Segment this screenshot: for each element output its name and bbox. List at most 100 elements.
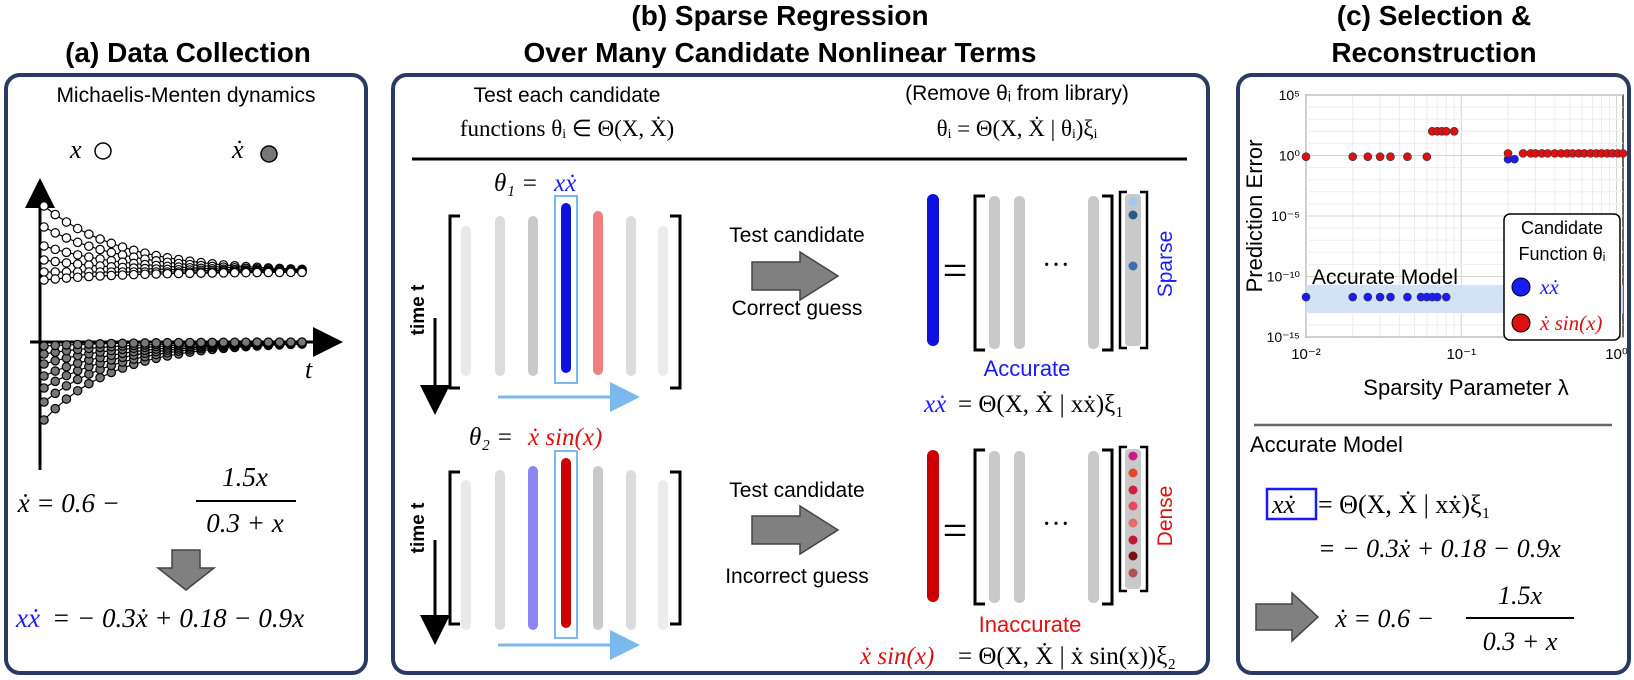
xdot-sample <box>263 337 274 347</box>
row2-xi-coef <box>1128 568 1138 578</box>
row1-arrow-bottom: Correct guess <box>732 297 863 320</box>
row2-eq-lhs: ẋ sin(x) <box>859 643 934 670</box>
final-den: 0.3 + x <box>1483 627 1558 656</box>
trajectories <box>39 201 307 425</box>
x-tick-label: 10⁻¹ <box>1446 346 1476 363</box>
x-sample <box>128 269 139 280</box>
xdot-sample <box>72 385 83 396</box>
row1-matrix-dots: ··· <box>1042 250 1070 281</box>
series-xdot-sin-point <box>1301 152 1311 161</box>
x-tick-label: 10⁰ <box>1605 346 1628 363</box>
chart-points <box>1301 127 1628 302</box>
y-tick-label: 10⁵ <box>1279 87 1300 103</box>
x-sample <box>106 238 117 249</box>
eq-a-num: 1.5x <box>222 462 268 492</box>
series-xxdot-point <box>1348 292 1358 302</box>
x-sample <box>61 273 72 283</box>
row1-matrix-bracket-left <box>973 194 985 352</box>
xdot-sample <box>274 337 285 347</box>
row2-xi-coef <box>1128 501 1138 511</box>
xdot-sample <box>50 340 61 351</box>
xdot-sample <box>39 359 49 369</box>
row1-xi-coef <box>1128 261 1138 271</box>
row1-col <box>626 216 636 376</box>
xdot-sample <box>196 337 206 348</box>
row1-bracket-left <box>448 214 460 390</box>
panel-a-title: (a) Data Collection <box>65 37 311 68</box>
panel-b: (b) Sparse Regression Over Many Candidat… <box>391 0 1210 675</box>
x-sample <box>72 250 83 260</box>
x-sample <box>140 269 150 280</box>
series-xdot-sin-point <box>1449 127 1459 136</box>
chart-ticks: 10⁻² 10⁻¹ 10⁰ 10⁵ 10⁰ 10⁻⁵ 10⁻¹⁰ 10⁻¹⁵ <box>1267 87 1628 363</box>
row2-xi-coef <box>1128 518 1138 528</box>
xdot-sample <box>207 337 218 348</box>
x-sample <box>84 252 94 262</box>
row2-matrix-dots: ··· <box>1042 509 1070 540</box>
xdot-sample <box>229 337 240 348</box>
xdot-sample <box>50 376 61 387</box>
x-sample <box>263 267 274 278</box>
xdot-sample <box>39 341 49 351</box>
x-sample <box>39 275 49 285</box>
x-sample <box>207 268 218 278</box>
row1-xi-coef <box>1128 197 1138 207</box>
eq-a-lhs: ẋ = 0.6 − <box>17 488 120 518</box>
x-sample <box>50 274 61 284</box>
x-trajectory <box>43 205 303 270</box>
model-lhs-box <box>1265 487 1318 521</box>
row2-matrix-bracket-left <box>973 448 985 606</box>
x-sample <box>72 259 83 269</box>
series-xdot-sin-point <box>1422 152 1432 161</box>
xdot-sample <box>61 340 72 350</box>
t-axis-label: t <box>305 355 313 384</box>
x-sample <box>297 267 307 278</box>
xdot-sample <box>106 338 117 349</box>
row1-matrix-bracket-right <box>1102 194 1114 352</box>
row2-theta-label: θ₂ = <box>469 424 513 451</box>
row1-xi-bracket-left <box>1118 190 1127 350</box>
row-1: θ₁ = xẋ time t Test candidate Correct gu… <box>408 170 1177 418</box>
legend-xdot-label: ẋ <box>231 135 244 164</box>
legend-series1-label: xẋ <box>1539 275 1559 299</box>
down-arrow-icon <box>155 549 217 591</box>
row1-col <box>495 216 505 376</box>
x-sample <box>185 268 195 279</box>
row1-right-arrow-icon <box>751 250 840 302</box>
series-xdot-sin-point <box>1518 149 1528 158</box>
panel-b-title-2: Over Many Candidate Nonlinear Terms <box>524 37 1037 68</box>
row1-col <box>593 211 603 375</box>
row2-xi-coef <box>1128 551 1138 561</box>
row1-arrow-top: Test candidate <box>729 224 864 247</box>
x-sample <box>39 222 49 232</box>
xdot-sample <box>61 381 72 391</box>
series-xdot-sin-point <box>1386 152 1395 161</box>
prediction-error-chart: Accurate Model 10⁻² 10⁻¹ 10⁰ 10⁵ 10⁰ 10⁻⁵ 10⁻¹… <box>1242 87 1628 400</box>
xdot-sample <box>151 338 161 348</box>
xdot-sample <box>95 339 105 349</box>
x-sample <box>218 268 229 278</box>
row1-col <box>658 226 668 376</box>
xdot-sample <box>252 337 262 348</box>
x-sample <box>50 209 61 220</box>
series-xdot-sin-point <box>1441 127 1451 136</box>
x-sample <box>72 237 83 248</box>
panel-a: (a) Data Collection Michaelis-Menten dyn… <box>4 37 368 675</box>
x-sample <box>84 229 94 239</box>
row2-bracket-left <box>448 470 460 626</box>
x-sample <box>95 234 105 244</box>
row2-xi-coef <box>1128 451 1138 461</box>
row1-bracket-right <box>670 214 682 390</box>
x-sample <box>61 258 72 268</box>
model-line-2: = − 0.3ẋ + 0.18 − 0.9x <box>1318 534 1561 563</box>
row1-matrix-col <box>989 196 1000 349</box>
x-sample <box>39 241 49 251</box>
xdot-sample <box>61 362 72 372</box>
result-a-rhs: = − 0.3ẋ + 0.18 − 0.9x <box>52 603 304 633</box>
xdot-sample <box>50 356 61 366</box>
xdot-sample <box>218 337 229 348</box>
y-tick-label: 10⁻¹⁰ <box>1267 269 1301 285</box>
row2-bracket-right <box>670 470 682 626</box>
series-xdot-sin-point <box>1503 149 1513 158</box>
series-xdot-sin-point <box>1403 152 1412 161</box>
